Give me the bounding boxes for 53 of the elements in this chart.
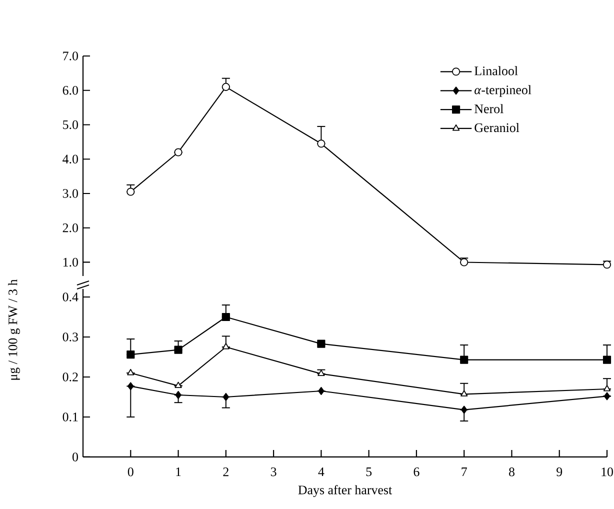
point [174,148,182,156]
point [222,82,230,91]
point [126,188,135,196]
point [460,406,468,414]
point [318,386,324,396]
legend-label: α-terpineol [474,85,532,97]
point [127,368,134,376]
x-tick-label: 8 [509,468,514,476]
legend-label: Geraniol [474,123,520,132]
y-tick-label: 6.0 [62,86,78,95]
x-tick-label: 3 [270,468,276,476]
y-tick-label: 2.0 [62,223,78,232]
x-tick-label: 7 [462,467,467,476]
point [222,312,230,322]
x-tick-label: 4 [318,467,324,476]
y-tick-label: 7.0 [63,52,78,60]
y-tick-label: 5.0 [63,120,78,130]
x-tick-label: 5 [366,467,372,476]
point [317,340,326,348]
y-tick-label: 3.0 [62,189,78,198]
x-tick-label: 0 [128,468,134,476]
point [174,382,182,388]
legend-label: Linalool [474,66,518,76]
legend-label: Nerol [474,104,504,114]
x-tick-label: 2 [223,468,228,476]
point [222,392,230,402]
point [174,346,182,354]
x-tick-label: 1 [176,468,181,476]
y-tick-label: 0.4 [62,292,78,302]
y-tick-label: 0.3 [62,332,78,342]
x-tick-label: 10 [602,468,613,476]
y-tick-label: 0.1 [62,412,78,422]
point [318,370,325,376]
point [128,382,134,390]
point [460,356,468,364]
y-tick-label: 0.2 [62,372,78,382]
point [460,390,468,396]
point [460,258,468,266]
point [222,342,230,350]
point [604,392,610,400]
x-tick-label: 6 [414,468,420,476]
y-tick-label: 0 [72,452,78,462]
x-tick-label: 9 [556,468,562,476]
x-axis-title: Days after harvest [298,485,392,497]
y-tick-label: 4.0 [62,154,78,164]
y-tick-label: 1.0 [63,258,78,267]
point [603,384,611,392]
y-axis-title: μg / 100 g FW / 3 h [8,279,20,380]
point [602,356,612,364]
point [602,260,612,269]
point [175,390,182,400]
point [317,140,326,148]
point [126,350,135,359]
